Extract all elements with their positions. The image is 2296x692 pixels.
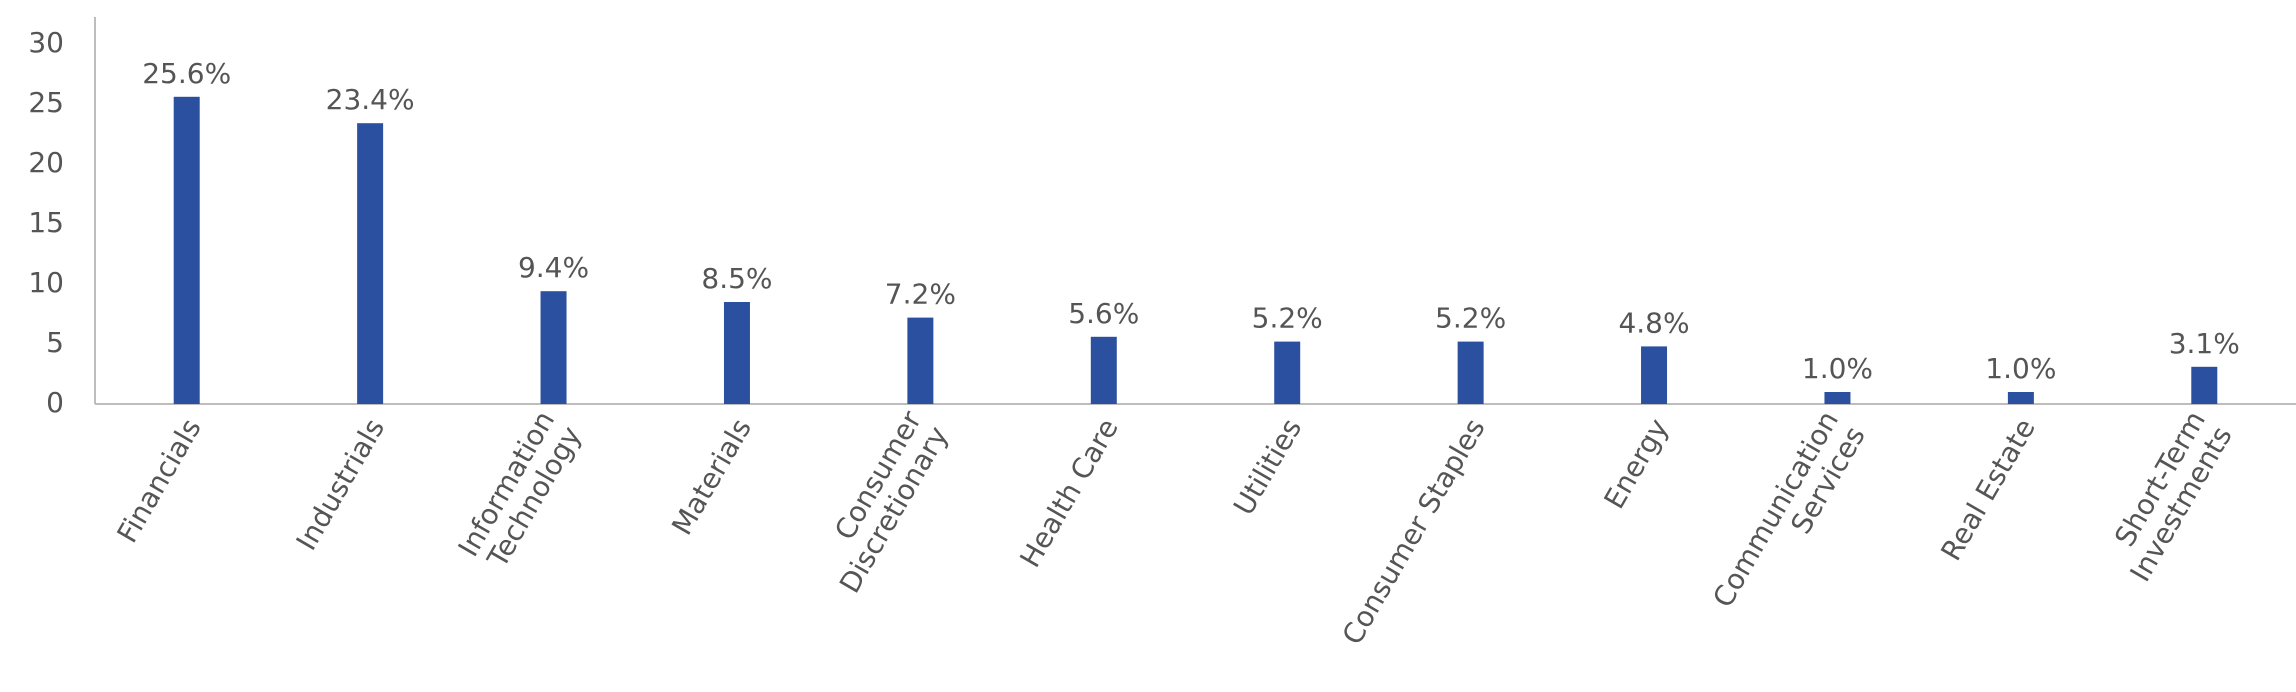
y-tick-label: 0 <box>46 386 64 419</box>
x-tick-label: Industrials <box>290 413 392 556</box>
x-tick-label-line: Utilities <box>1227 413 1308 521</box>
value-label: 5.2% <box>1435 302 1506 335</box>
bar <box>1090 336 1117 404</box>
value-label: 1.0% <box>1985 352 2056 385</box>
bar <box>907 317 934 404</box>
y-tick-label: 15 <box>28 206 64 239</box>
x-tick-label: Real Estate <box>1934 413 2042 566</box>
x-tick-label: CommunicationServices <box>1706 405 1872 628</box>
y-tick-label: 20 <box>28 146 64 179</box>
bar <box>540 291 567 404</box>
bar <box>2007 392 2034 404</box>
x-tick-label-line: Energy <box>1597 413 1675 514</box>
value-label: 5.6% <box>1068 297 1139 330</box>
value-label: 8.5% <box>701 262 772 295</box>
x-tick-label: ConsumerDiscretionary <box>806 405 955 599</box>
value-label: 25.6% <box>142 57 231 90</box>
bar <box>1457 341 1484 404</box>
bar <box>1274 341 1301 404</box>
x-tick-label-line: Consumer Staples <box>1336 413 1492 650</box>
x-tick-label: Financials <box>111 413 208 548</box>
value-label: 4.8% <box>1618 306 1689 339</box>
bar <box>173 96 200 405</box>
x-tick-label: Short-TermInvestments <box>2097 405 2239 587</box>
y-tick-label: 10 <box>28 266 64 299</box>
y-tick-label: 30 <box>28 26 64 59</box>
x-tick-label-line: Financials <box>111 413 208 548</box>
x-tick-label: Utilities <box>1227 413 1308 521</box>
x-tick-label-line: Materials <box>665 413 758 541</box>
bar <box>357 123 384 404</box>
value-label: 3.1% <box>2169 327 2240 360</box>
x-tick-label: Materials <box>665 413 758 541</box>
value-label: 7.2% <box>885 278 956 311</box>
x-tick-label: Consumer Staples <box>1336 413 1492 650</box>
x-tick-label-line: Real Estate <box>1934 413 2042 566</box>
x-tick-label-line: Industrials <box>290 413 392 556</box>
x-tick-label-line: Health Care <box>1013 413 1124 573</box>
bar <box>1641 346 1668 404</box>
bar <box>2191 366 2218 404</box>
y-tick-label: 25 <box>28 86 64 119</box>
value-label: 23.4% <box>326 83 415 116</box>
x-tick-label: InformationTechnology <box>452 405 588 577</box>
x-tick-label: Energy <box>1597 413 1675 514</box>
x-tick-label: Health Care <box>1013 413 1124 573</box>
y-tick-label: 5 <box>46 326 64 359</box>
value-label: 9.4% <box>518 251 589 284</box>
value-label: 1.0% <box>1802 352 1873 385</box>
value-label: 5.2% <box>1252 302 1323 335</box>
bar <box>1824 392 1851 404</box>
bar <box>723 302 750 404</box>
